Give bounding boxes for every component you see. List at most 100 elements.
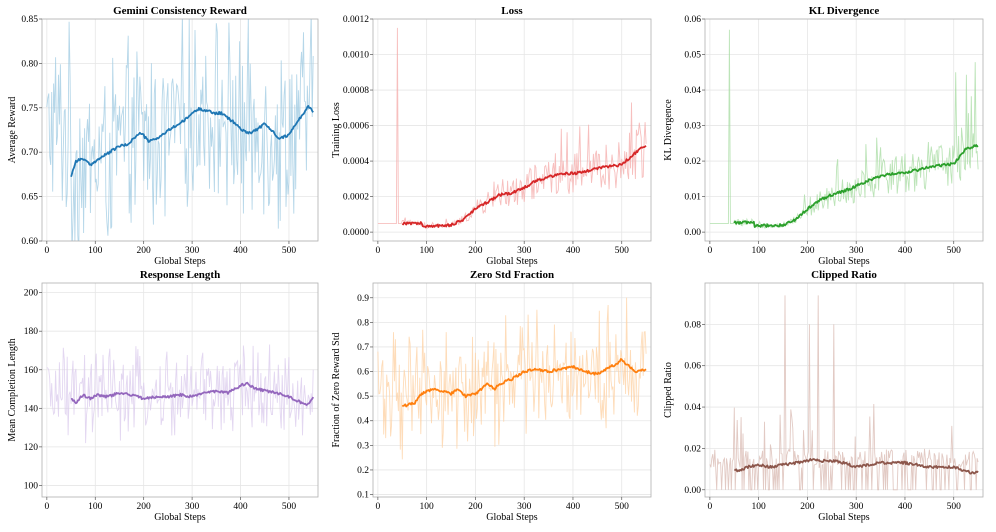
gemini-consistency-reward-xtick-label: 100 — [88, 246, 103, 256]
loss-smoothed-line — [401, 145, 647, 229]
panel-loss: 0 100 200 300 400 500 0.0000 0.0002 0.0004 0.0006… — [331, 5, 652, 267]
zero-std-fraction-ytick-label: 0.1 — [357, 491, 369, 501]
clipped-ratio-smoothed-line — [733, 458, 979, 475]
clipped-ratio-xtick-label: 500 — [947, 502, 962, 512]
zero-std-fraction-ytick-label: 0.7 — [357, 343, 369, 353]
zero-std-fraction-xtick-label: 100 — [420, 502, 435, 512]
zero-std-fraction-xtick-label: 400 — [566, 502, 581, 512]
panel-kl-divergence: 0 100 200 300 400 500 0.00 0.01 0.02 0.03 0.04 0.05… — [663, 5, 984, 267]
gemini-consistency-reward-xtick-label: 500 — [282, 246, 297, 256]
kl-divergence-xtick-label: 200 — [800, 246, 815, 256]
gemini-consistency-reward-ytick-label: 0.80 — [21, 59, 38, 69]
kl-divergence-xtick-label: 100 — [752, 246, 767, 256]
zero-std-fraction-ytick-label: 0.8 — [357, 318, 369, 328]
kl-divergence-frame — [704, 18, 984, 242]
kl-divergence-smoothed-line — [733, 144, 979, 228]
loss-xtick-label: 0 — [376, 246, 381, 256]
loss-frame — [372, 18, 652, 242]
gemini-consistency-reward-xtick-label: 400 — [233, 246, 248, 256]
kl-divergence-ytick-label: 0.00 — [684, 228, 701, 238]
loss-xtick-label: 300 — [517, 246, 532, 256]
response-length-frame — [41, 282, 319, 498]
panel-clipped-ratio: 0 100 200 300 400 500 0.00 0.02 0.04 0.06 0.08 Clip… — [663, 269, 984, 523]
loss-ytick-label: 0.0006 — [343, 122, 369, 132]
kl-divergence-ytick-label: 0.05 — [684, 51, 701, 61]
loss-ytick-label: 0.0000 — [343, 228, 369, 238]
loss-series — [377, 27, 647, 230]
response-length-ytick-label: 120 — [24, 443, 39, 453]
clipped-ratio-ytick-label: 0.00 — [684, 486, 701, 496]
zero-std-fraction-xtick-label: 0 — [376, 502, 381, 512]
loss-plot-area — [373, 19, 651, 241]
zero-std-fraction-xtick-label: 200 — [468, 502, 483, 512]
panel-zero-std-fraction: 0 100 200 300 400 500 0.1 0.2 0.3 0.4 0.5 0.6 0.7 0.8… — [331, 269, 652, 523]
clipped-ratio-ytick-label: 0.02 — [684, 444, 701, 454]
panel-gemini-consistency-reward: 0 100 200 300 400 500 0.60 0.65 0.70 0.75 0.80 0.85… — [7, 5, 319, 267]
gemini-consistency-reward-smoothed-line — [70, 105, 314, 178]
response-length-x-axis-label: Global Steps — [154, 512, 205, 523]
kl-divergence-y-axis-label: KL Divergence — [663, 99, 674, 161]
response-length-xtick-label: 200 — [137, 502, 152, 512]
kl-divergence-series — [709, 29, 979, 230]
kl-divergence-ytick-label: 0.02 — [684, 157, 701, 167]
kl-divergence-xtick-label: 400 — [898, 246, 913, 256]
clipped-ratio-frame — [704, 282, 984, 498]
loss-xtick-label: 500 — [615, 246, 630, 256]
zero-std-fraction-raw-line — [377, 297, 647, 460]
zero-std-fraction-x-axis-label: Global Steps — [486, 512, 537, 523]
clipped-ratio-xtick-label: 0 — [708, 502, 713, 512]
zero-std-fraction-smoothed-line — [401, 358, 647, 408]
zero-std-fraction-ytick-label: 0.4 — [357, 417, 369, 427]
clipped-ratio-x-axis-label: Global Steps — [818, 512, 869, 523]
zero-std-fraction-title: Zero Std Fraction — [470, 269, 554, 281]
clipped-ratio-y-axis-label: Clipped Ratio — [663, 362, 674, 418]
kl-divergence-xtick-label: 0 — [708, 246, 713, 256]
response-length-ytick-label: 180 — [24, 327, 39, 337]
clipped-ratio-xtick-label: 200 — [800, 502, 815, 512]
response-length-ytick-label: 200 — [24, 289, 39, 299]
clipped-ratio-ytick-label: 0.04 — [684, 403, 701, 413]
gemini-consistency-reward-xtick-label: 0 — [44, 246, 49, 256]
loss-xtick-label: 400 — [566, 246, 581, 256]
response-length-xtick-label: 400 — [233, 502, 248, 512]
clipped-ratio-xtick-label: 100 — [752, 502, 767, 512]
gemini-consistency-reward-ytick-label: 0.85 — [21, 15, 38, 25]
clipped-ratio-raw-line — [709, 295, 979, 491]
response-length-xtick-label: 300 — [185, 502, 200, 512]
gemini-consistency-reward-y-axis-label: Average Reward — [7, 97, 18, 164]
response-length-ytick-label: 140 — [24, 404, 39, 414]
kl-divergence-plot-area — [705, 19, 983, 241]
response-length-y-axis-label: Mean Completion Length — [7, 338, 18, 441]
gemini-consistency-reward-xtick-label: 300 — [185, 246, 200, 256]
loss-x-axis-label: Global Steps — [486, 256, 537, 267]
gemini-consistency-reward-xtick-label: 200 — [137, 246, 152, 256]
gemini-consistency-reward-ytick-label: 0.65 — [21, 193, 38, 203]
zero-std-fraction-ytick-label: 0.2 — [357, 466, 369, 476]
response-length-raw-line — [46, 344, 314, 444]
clipped-ratio-title: Clipped Ratio — [811, 269, 877, 281]
kl-divergence-x-axis-label: Global Steps — [818, 256, 869, 267]
gemini-consistency-reward-ytick-label: 0.60 — [21, 237, 38, 247]
response-length-xtick-label: 500 — [282, 502, 297, 512]
loss-xtick-label: 100 — [420, 246, 435, 256]
zero-std-fraction-y-axis-label: Fraction of Zero Reward Std — [331, 333, 342, 448]
zero-std-fraction-xtick-label: 300 — [517, 502, 532, 512]
clipped-ratio-xtick-label: 300 — [849, 502, 864, 512]
response-length-smoothed-line — [70, 381, 314, 406]
response-length-title: Response Length — [140, 269, 220, 281]
gemini-consistency-reward-series — [46, 19, 314, 241]
loss-title: Loss — [501, 5, 523, 17]
zero-std-fraction-frame — [372, 282, 652, 498]
zero-std-fraction-series — [377, 297, 647, 460]
kl-divergence-ytick-label: 0.03 — [684, 122, 701, 132]
response-length-ytick-label: 160 — [24, 366, 39, 376]
clipped-ratio-ytick-label: 0.08 — [684, 320, 701, 330]
loss-ytick-label: 0.0004 — [343, 157, 369, 167]
kl-divergence-title: KL Divergence — [809, 5, 880, 17]
zero-std-fraction-ytick-label: 0.6 — [357, 368, 369, 378]
gemini-consistency-reward-title: Gemini Consistency Reward — [113, 5, 247, 17]
loss-xtick-label: 200 — [468, 246, 483, 256]
response-length-xtick-label: 0 — [44, 502, 49, 512]
response-length-xtick-label: 100 — [88, 502, 103, 512]
